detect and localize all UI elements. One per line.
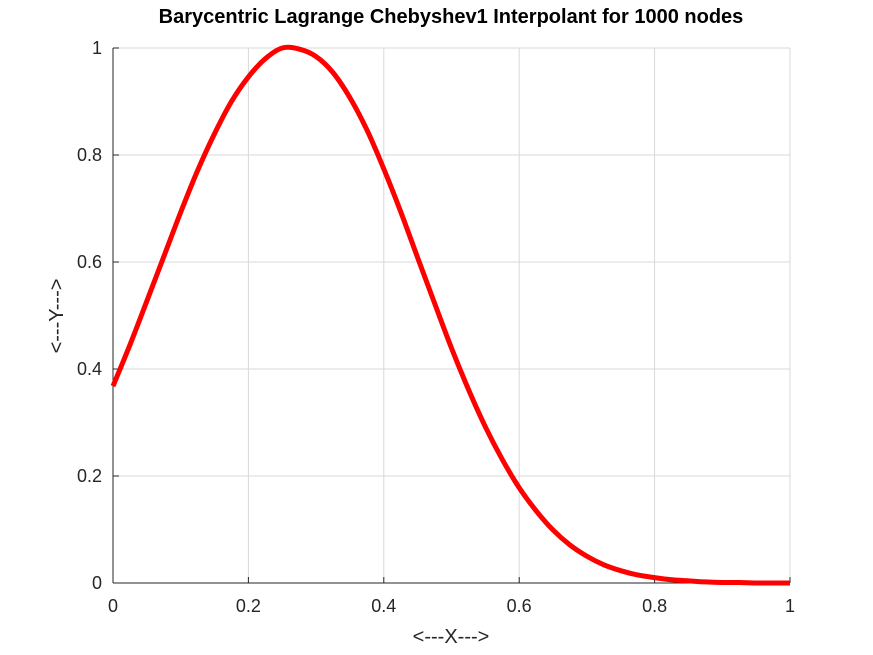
- x-ticks: 0 0.2 0.4 0.6 0.8 1: [108, 577, 795, 616]
- series-group: [110, 44, 790, 586]
- x-tick-label: 1: [785, 596, 795, 616]
- x-tick-label: 0: [108, 596, 118, 616]
- y-tick-label: 1: [92, 38, 102, 58]
- y-tick-label: 0.2: [77, 466, 102, 486]
- axes: [112, 48, 790, 584]
- x-axis-label: <---X--->: [413, 626, 490, 648]
- y-tick-label: 0: [92, 573, 102, 593]
- x-tick-label: 0.8: [642, 596, 667, 616]
- x-tick-label: 0.2: [236, 596, 261, 616]
- y-axis-label: <---Y--->: [46, 279, 68, 354]
- y-tick-label: 0.6: [77, 252, 102, 272]
- chart-title: Barycentric Lagrange Chebyshev1 Interpol…: [159, 6, 744, 28]
- y-ticks: 0 0.2 0.4 0.6 0.8 1: [77, 38, 119, 593]
- x-tick-label: 0.6: [507, 596, 532, 616]
- series-line: [110, 44, 790, 586]
- y-tick-label: 0.8: [77, 145, 102, 165]
- y-tick-label: 0.4: [77, 359, 102, 379]
- x-tick-label: 0.4: [371, 596, 396, 616]
